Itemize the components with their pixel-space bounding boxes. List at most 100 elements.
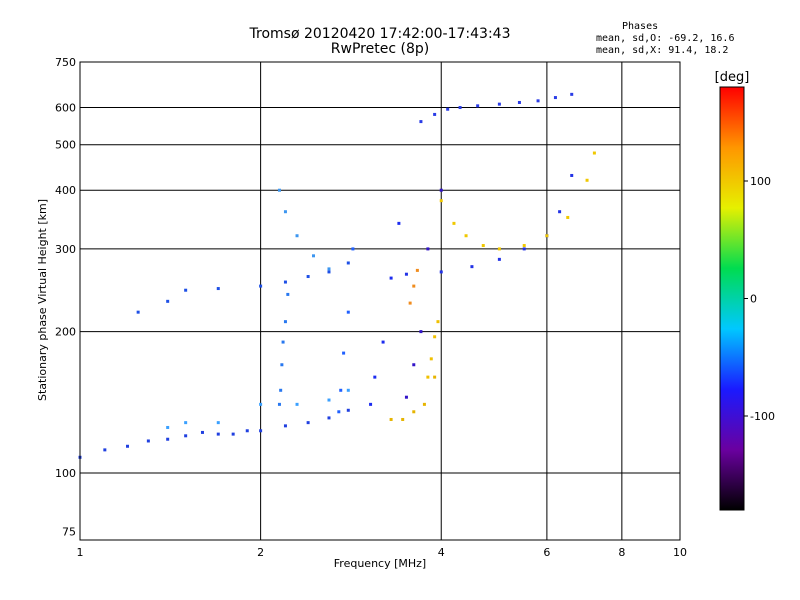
- colorbar-unit: [deg]: [715, 70, 750, 85]
- data-point: [337, 410, 341, 414]
- x-tick-label: 4: [438, 546, 445, 559]
- data-point: [422, 402, 426, 406]
- data-point: [327, 416, 331, 420]
- data-point: [412, 363, 416, 367]
- data-point: [404, 272, 408, 276]
- data-point: [522, 244, 526, 248]
- trace-13: [408, 268, 419, 305]
- data-point: [566, 215, 570, 219]
- data-point: [231, 432, 235, 436]
- data-point: [439, 270, 443, 274]
- data-point: [295, 402, 299, 406]
- data-point: [259, 402, 263, 406]
- grid-lines: [80, 62, 680, 540]
- data-point: [433, 112, 437, 116]
- data-point: [570, 173, 574, 177]
- data-point: [522, 247, 526, 251]
- data-point: [476, 104, 480, 108]
- data-point: [412, 284, 416, 288]
- data-point: [381, 340, 385, 344]
- data-point: [481, 244, 485, 248]
- chart-subtitle: RwPretec (8p): [330, 41, 430, 57]
- data-point: [136, 310, 140, 314]
- y-tick-label: 400: [55, 184, 76, 197]
- data-point: [286, 292, 290, 296]
- y-tick-label: 750: [55, 56, 76, 69]
- data-point: [452, 221, 456, 225]
- data-point: [412, 410, 416, 414]
- data-point: [306, 275, 310, 279]
- data-point: [216, 432, 220, 436]
- data-point: [389, 417, 393, 421]
- data-point: [295, 234, 299, 238]
- y-tick-label: 300: [55, 243, 76, 256]
- data-point: [327, 270, 331, 274]
- data-point: [327, 398, 331, 402]
- data-point: [419, 330, 423, 334]
- x-tick-label: 10: [673, 546, 687, 559]
- plot-frame: [79, 61, 681, 541]
- data-point: [245, 429, 249, 433]
- data-point: [545, 234, 549, 238]
- trace-10: [439, 151, 596, 251]
- data-point: [216, 421, 220, 425]
- chart-title: Tromsø 20120420 17:42:00-17:43:43: [249, 26, 511, 42]
- trace-4: [277, 292, 290, 406]
- colorbar-tick-label: 0: [750, 293, 757, 306]
- data-point: [339, 388, 343, 392]
- x-tick-label: 2: [257, 546, 264, 559]
- data-point: [346, 388, 350, 392]
- phases-heading: Phases: [622, 21, 659, 32]
- data-point: [433, 375, 437, 379]
- trace-3: [277, 188, 331, 271]
- trace-7: [404, 188, 443, 399]
- data-point: [277, 188, 281, 192]
- data-point: [439, 199, 443, 203]
- data-point: [373, 375, 377, 379]
- data-point: [216, 287, 220, 291]
- data-point: [327, 267, 331, 271]
- data-point: [517, 100, 521, 104]
- data-point: [553, 96, 557, 100]
- trace-9: [419, 92, 574, 124]
- data-point: [277, 402, 281, 406]
- data-point: [497, 257, 501, 261]
- data-point: [497, 102, 501, 106]
- data-point: [536, 99, 540, 103]
- data-point: [166, 299, 170, 303]
- y-tick-label: 500: [55, 139, 76, 152]
- data-point: [346, 310, 350, 314]
- data-point: [426, 375, 430, 379]
- data-point: [283, 280, 287, 284]
- data-point: [389, 276, 393, 280]
- data-point: [311, 254, 315, 258]
- data-point: [369, 402, 373, 406]
- data-point: [497, 247, 501, 251]
- y-tick-label: 75: [62, 526, 76, 539]
- phases-x-line: mean, sd,X: 91.4, 18.2: [596, 45, 729, 56]
- data-point: [426, 247, 430, 251]
- y-axis-label: Stationary phase Virtual Height [km]: [36, 199, 49, 401]
- x-tick-label: 8: [618, 546, 625, 559]
- data-point: [279, 388, 283, 392]
- phases-o-line: mean, sd,O: -69.2, 16.6: [596, 33, 735, 44]
- x-tick-label: 1: [77, 546, 84, 559]
- data-point: [401, 417, 405, 421]
- data-point: [436, 320, 440, 324]
- data-point: [280, 363, 284, 367]
- data-point: [283, 320, 287, 324]
- trace-5: [337, 247, 355, 414]
- data-point: [200, 430, 204, 434]
- data-point: [103, 448, 107, 452]
- data-point: [464, 234, 468, 238]
- data-point: [146, 439, 150, 443]
- data-point: [346, 261, 350, 265]
- data-point: [415, 268, 419, 272]
- data-point: [404, 395, 408, 399]
- colorbar-tick-label: 100: [750, 175, 771, 188]
- data-point: [458, 106, 462, 110]
- data-point: [283, 424, 287, 428]
- data-points: [78, 92, 596, 459]
- data-point: [446, 107, 450, 111]
